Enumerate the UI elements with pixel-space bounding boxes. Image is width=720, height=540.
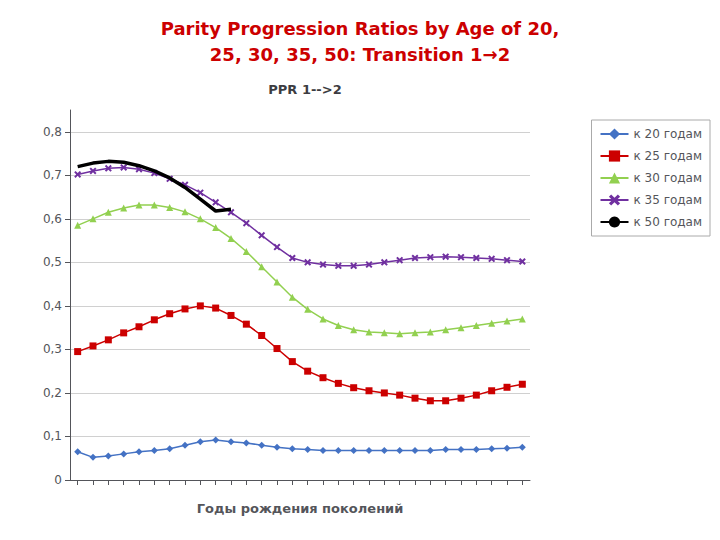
svg-text:к 30 годам: к 30 годам xyxy=(634,171,703,185)
svg-text:0: 0 xyxy=(54,473,62,487)
svg-text:0,8: 0,8 xyxy=(43,125,62,139)
svg-text:0,5: 0,5 xyxy=(43,255,62,269)
svg-text:25, 30, 35, 50: Transition 1→2: 25, 30, 35, 50: Transition 1→2 xyxy=(210,44,510,65)
svg-text:0,2: 0,2 xyxy=(43,386,62,400)
svg-text:0,3: 0,3 xyxy=(43,342,62,356)
svg-text:Parity Progression Ratios by A: Parity Progression Ratios by Age of 20, xyxy=(161,18,560,39)
svg-text:к 35 годам: к 35 годам xyxy=(634,193,703,207)
svg-text:0,1: 0,1 xyxy=(43,429,62,443)
svg-text:Годы рождения поколений: Годы рождения поколений xyxy=(197,501,404,516)
svg-text:0,7: 0,7 xyxy=(43,168,62,182)
svg-text:к 50 годам: к 50 годам xyxy=(634,215,703,229)
svg-text:PPR 1-->2: PPR 1-->2 xyxy=(268,82,341,97)
svg-text:к 25 годам: к 25 годам xyxy=(634,149,703,163)
svg-text:к 20 годам: к 20 годам xyxy=(634,127,703,141)
svg-text:0,4: 0,4 xyxy=(43,299,62,313)
svg-text:0,6: 0,6 xyxy=(43,212,62,226)
